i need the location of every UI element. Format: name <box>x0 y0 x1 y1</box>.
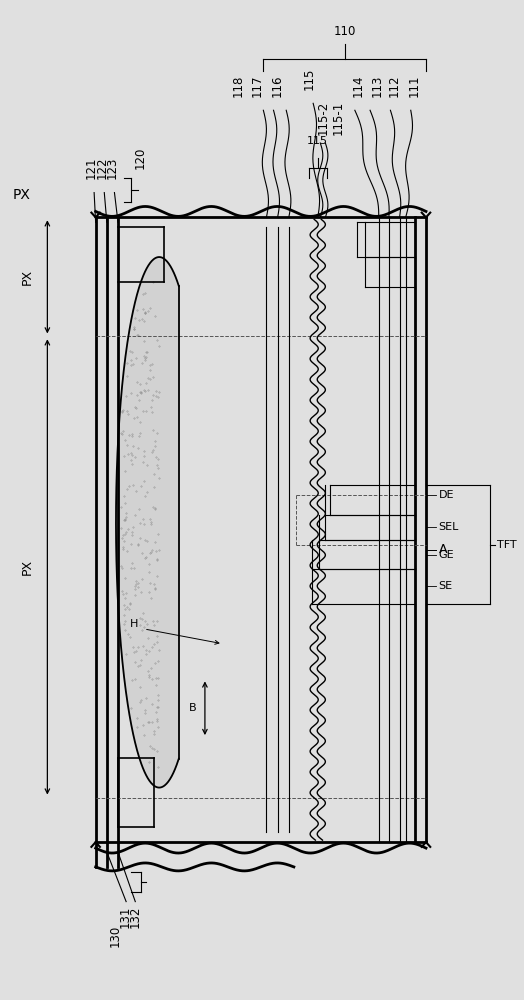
Text: 117: 117 <box>251 74 264 97</box>
Text: 123: 123 <box>105 157 118 179</box>
Text: 116: 116 <box>270 74 283 97</box>
Text: 130: 130 <box>108 925 122 947</box>
Text: SEL: SEL <box>439 522 459 532</box>
Text: 114: 114 <box>352 74 365 97</box>
Text: 131: 131 <box>118 905 132 928</box>
Text: DE: DE <box>439 490 454 500</box>
Text: 115: 115 <box>307 136 328 146</box>
Text: A: A <box>439 543 447 556</box>
Text: 121: 121 <box>85 157 98 179</box>
Text: PX: PX <box>20 559 34 575</box>
Text: SE: SE <box>439 581 453 591</box>
Text: GE: GE <box>439 550 454 560</box>
Text: TFT: TFT <box>497 540 517 550</box>
Text: 110: 110 <box>333 25 356 38</box>
Text: 112: 112 <box>388 74 401 97</box>
Text: 111: 111 <box>407 74 420 97</box>
Text: PX: PX <box>13 188 31 202</box>
Text: PX: PX <box>20 269 34 285</box>
Text: 115-1: 115-1 <box>332 101 345 135</box>
Text: B: B <box>189 703 196 713</box>
Text: 122: 122 <box>95 157 108 179</box>
Text: 132: 132 <box>128 905 141 928</box>
Text: 118: 118 <box>232 74 245 97</box>
Polygon shape <box>116 257 179 788</box>
Text: H: H <box>129 619 138 629</box>
Text: 115-2: 115-2 <box>316 101 329 135</box>
Text: 113: 113 <box>370 74 383 97</box>
Text: 115: 115 <box>302 67 315 90</box>
Text: 120: 120 <box>134 147 147 169</box>
